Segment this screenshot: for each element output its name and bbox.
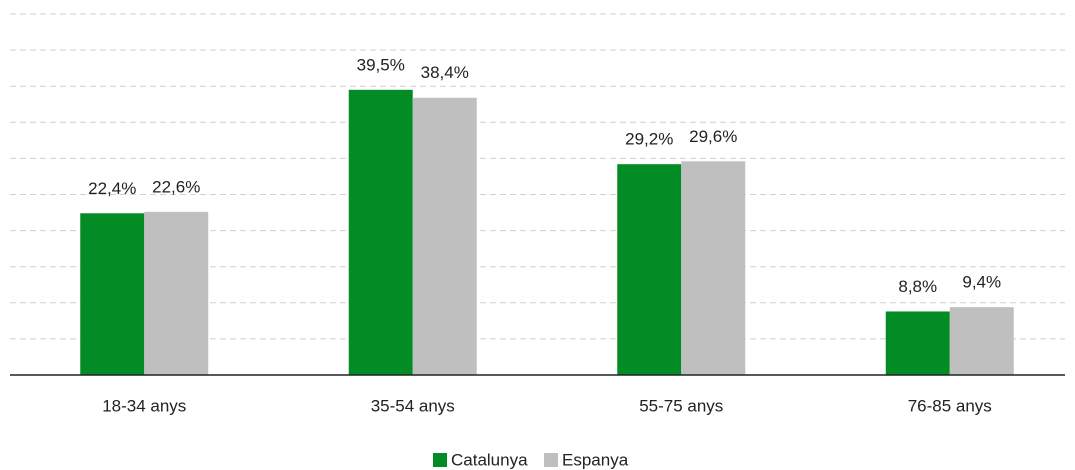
data-label: 9,4% (962, 273, 1001, 292)
bar (412, 97, 477, 375)
legend-swatch (433, 453, 447, 467)
data-label: 22,6% (152, 177, 200, 196)
bar (681, 161, 746, 375)
x-tick-label: 35-54 anys (371, 396, 455, 415)
legend-label: Espanya (562, 450, 629, 469)
bar (80, 213, 145, 375)
data-label: 38,4% (421, 63, 469, 82)
bar (949, 307, 1014, 375)
x-tick-label: 76-85 anys (908, 396, 992, 415)
data-label: 22,4% (88, 179, 136, 198)
bar (348, 89, 413, 375)
data-label: 29,6% (689, 127, 737, 146)
data-label: 29,2% (625, 130, 673, 149)
bar (617, 164, 682, 375)
x-tick-label: 18-34 anys (102, 396, 186, 415)
bar (885, 311, 950, 375)
data-label: 8,8% (898, 277, 937, 296)
data-label: 39,5% (357, 55, 405, 74)
x-tick-label: 55-75 anys (639, 396, 723, 415)
legend-swatch (544, 453, 558, 467)
bar (144, 211, 209, 375)
legend-label: Catalunya (451, 450, 528, 469)
